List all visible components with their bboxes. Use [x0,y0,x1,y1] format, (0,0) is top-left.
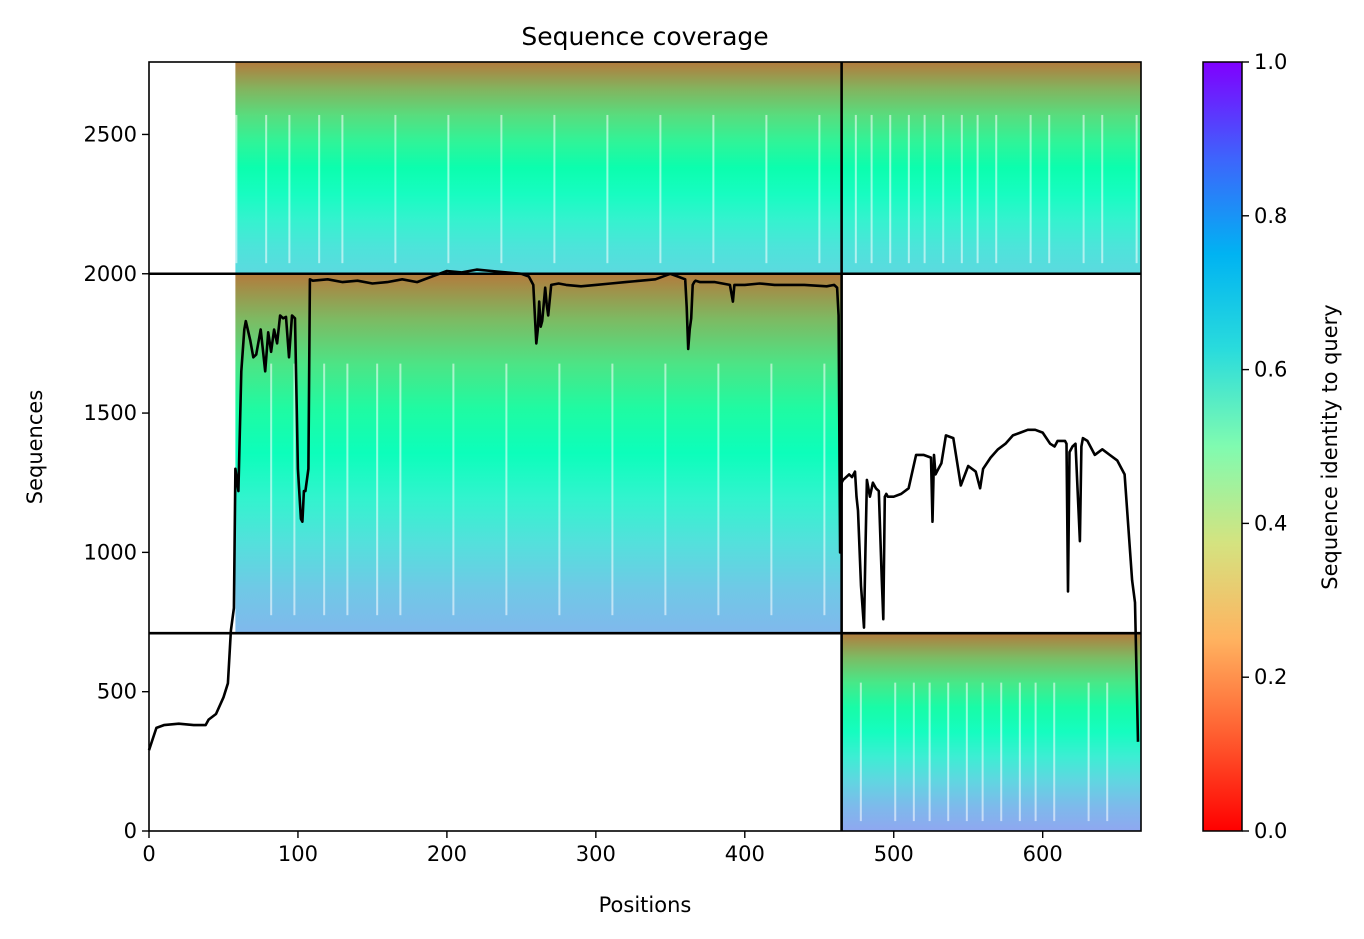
coverage-gap-streak [1048,114,1051,264]
x-tick-label: 400 [725,842,765,866]
coverage-block-3 [841,633,1141,831]
coverage-gap-streak [270,363,273,616]
coverage-gap-streak [770,363,773,616]
coverage-gap-streak [995,114,998,264]
colorbar-tick-label: 0.4 [1254,511,1287,535]
coverage-gap-streak [765,114,768,264]
coverage-gap-streak [976,114,979,264]
coverage-gap-streak [394,114,397,264]
plot-frame [148,61,1142,832]
coverage-gap-streak [659,114,662,264]
x-tick-label: 200 [427,842,467,866]
coverage-gap-streak [1087,682,1090,822]
coverage-gap-streak [318,114,321,264]
coverage-block-0 [235,62,842,274]
coverage-gap-streak [235,114,238,264]
colorbar: 0.0 0.2 0.4 0.6 0.8 1.0 Sequence identity to … [1202,50,1342,843]
x-tick-label: 600 [1023,842,1063,866]
coverage-gap-streak [1082,114,1085,264]
colorbar-tick-label: 0.0 [1254,819,1287,843]
coverage-gap-streak [500,114,503,264]
y-tick-label: 0 [124,819,137,843]
coverage-gap-streak [1029,114,1032,264]
coverage-gap-streak [399,363,402,616]
x-tick-label: 0 [142,842,155,866]
colorbar-ticks: 0.0 0.2 0.4 0.6 0.8 1.0 [1242,50,1287,843]
coverage-gap-streak [712,114,715,264]
x-tick-label: 500 [874,842,914,866]
coverage-gap-streak [558,363,561,616]
coverage-gap-streak [664,363,667,616]
colorbar-tick-label: 0.2 [1254,665,1287,689]
coverage-gap-streak [376,363,379,616]
colorbar-label: Sequence identity to query [1318,304,1342,589]
coverage-gap-streak [265,114,268,264]
coverage-gap-streak [854,114,857,264]
y-tick-label: 500 [97,680,137,704]
colorbar-gradient [1202,61,1243,832]
coverage-gap-streak [1135,114,1138,264]
coverage-gap-streak [870,114,873,264]
coverage-gap-streak [947,682,950,822]
colorbar-tick-label: 0.6 [1254,358,1287,382]
y-tick-label: 2500 [84,122,137,146]
coverage-gap-streak [894,682,897,822]
y-tick-label: 2000 [84,262,137,286]
y-axis: 0 500 1000 1500 2000 2500 [84,122,149,843]
chart-title: Sequence coverage [521,22,768,51]
coverage-gap-streak [928,682,931,822]
y-tick-label: 1500 [84,401,137,425]
coverage-gap-streak [1034,682,1037,822]
x-tick-label: 300 [576,842,616,866]
x-axis-label: Positions [599,893,692,917]
coverage-gap-streak [965,682,968,822]
coverage-gap-streak [447,114,450,264]
x-axis: 0 100 200 300 400 500 600 [142,831,1063,866]
colorbar-tick-label: 0.8 [1254,204,1287,228]
coverage-gap-streak [1018,682,1021,822]
coverage-line [147,268,1140,751]
coverage-gap-streak [553,114,556,264]
coverage-gap-streak [942,114,945,264]
coverage-heatmap [235,62,1143,831]
colorbar-tick-label: 1.0 [1254,50,1287,74]
coverage-gap-streak [1101,114,1104,264]
coverage-gap-streak [981,682,984,822]
x-tick-label: 100 [278,842,318,866]
coverage-gap-streak [452,363,455,616]
y-axis-label: Sequences [23,390,47,505]
coverage-gap-streak [1053,682,1056,822]
coverage-gap-streak [717,363,720,616]
coverage-gap-streak [859,682,862,822]
coverage-gap-streak [293,363,296,616]
coverage-gap-streak [346,363,349,616]
coverage-gap-streak [889,114,892,264]
coverage-gap-streak [923,114,926,264]
coverage-block-1 [841,62,1141,274]
coverage-gap-streak [606,114,609,264]
coverage-gap-streak [818,114,821,264]
coverage-gap-streak [341,114,344,264]
coverage-gap-streak [505,363,508,616]
coverage-gap-streak [912,682,915,822]
coverage-gap-streak [1106,682,1109,822]
coverage-gap-streak [907,114,910,264]
coverage-line-layer [147,268,1140,751]
coverage-gap-streak [823,363,826,616]
coverage-gap-streak [960,114,963,264]
coverage-gap-streak [611,363,614,616]
coverage-gap-streak [323,363,326,616]
plot-border [148,61,1142,832]
coverage-gap-streak [1000,682,1003,822]
y-tick-label: 1000 [84,540,137,564]
coverage-gap-streak [288,114,291,264]
